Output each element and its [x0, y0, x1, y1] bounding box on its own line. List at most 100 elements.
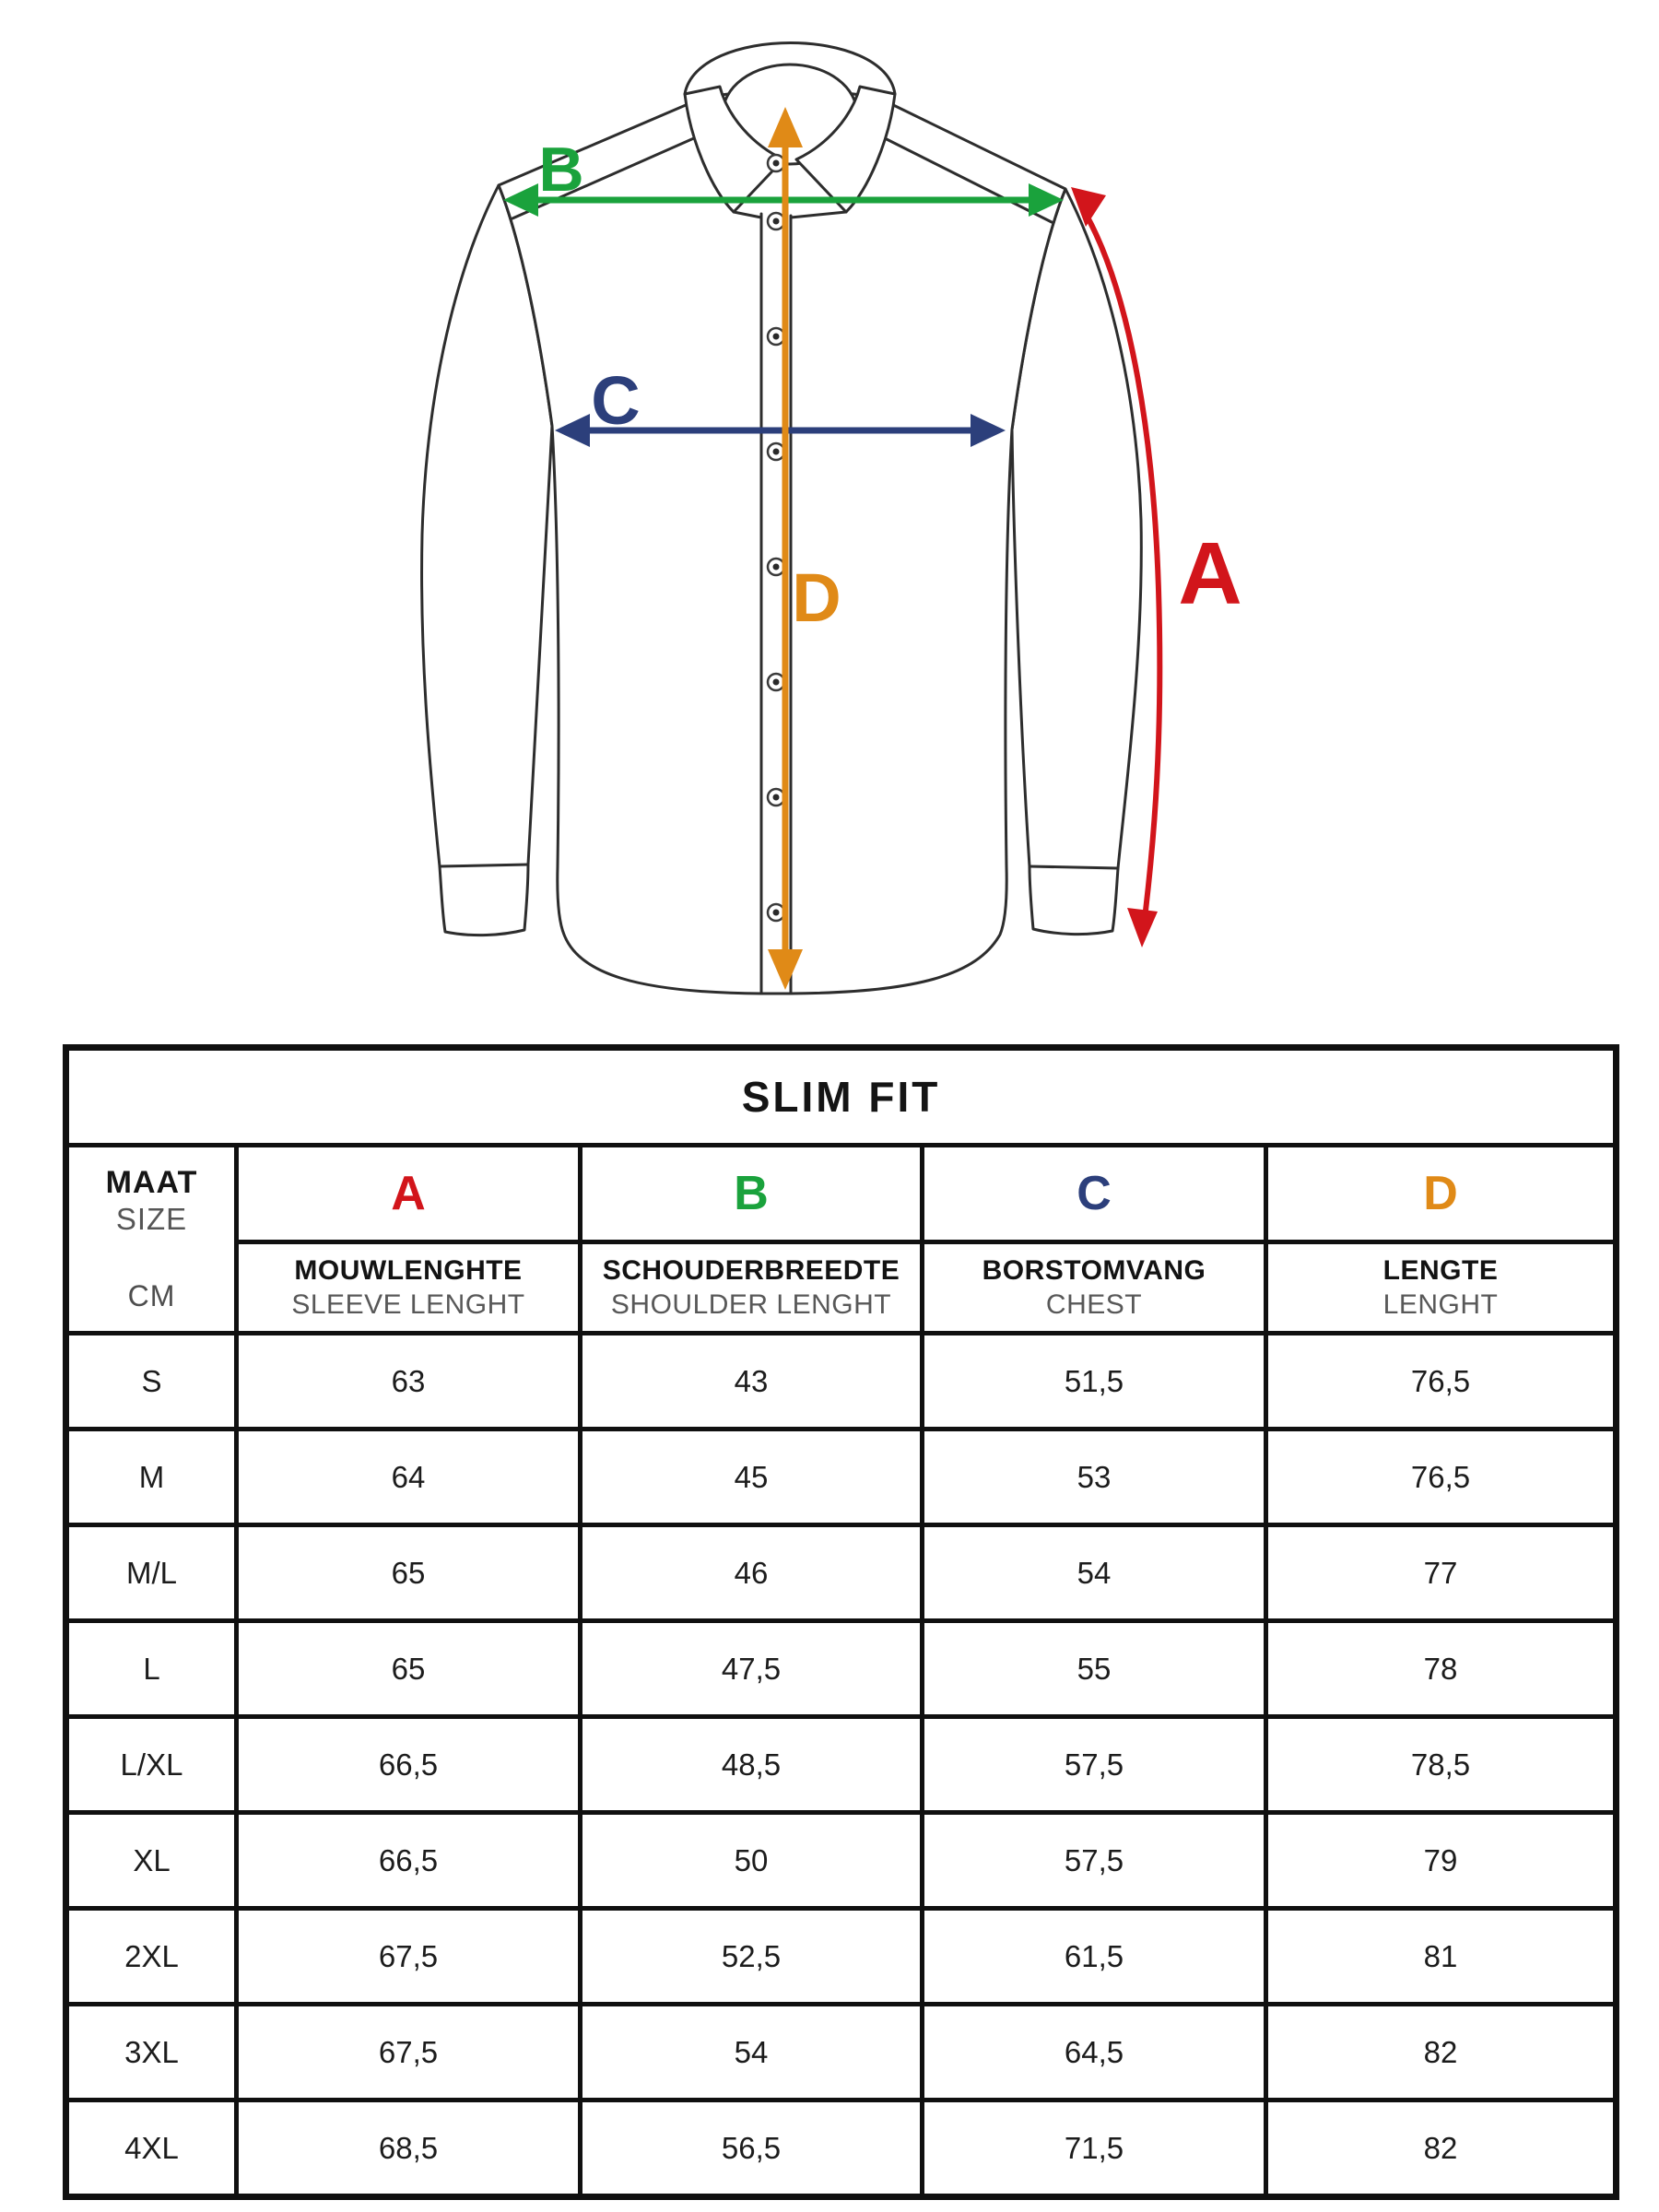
measurement-value: 52,5 [578, 1906, 924, 2006]
shirt-button [766, 153, 786, 173]
length-arrow [768, 107, 803, 990]
measurement-value: 67,5 [234, 1906, 582, 2006]
measurement-value: 76,5 [1263, 1331, 1619, 1431]
table-row: 2XL 67,5 52,5 61,5 81 [64, 1906, 1619, 2006]
shirt-measurement-diagram: B C D A [420, 41, 1242, 995]
column-name-nl: BORSTOMVANG [982, 1254, 1206, 1286]
shirt-outline [420, 41, 1143, 995]
size-label: L/XL [64, 1714, 239, 1815]
size-label: M/L [64, 1523, 239, 1623]
column-letter-c: C [920, 1143, 1268, 1244]
measurement-value: 47,5 [578, 1618, 924, 1719]
label-c: C [591, 362, 640, 439]
measurement-value: 82 [1263, 2002, 1619, 2102]
table-row: L 65 47,5 55 78 [64, 1618, 1619, 1719]
shirt-button [766, 211, 786, 231]
measurement-value: 82 [1263, 2098, 1619, 2199]
size-label: L [64, 1618, 239, 1719]
table-row: 3XL 67,5 54 64,5 82 [64, 2002, 1619, 2102]
measurement-value: 67,5 [234, 2002, 582, 2102]
shirt-button [766, 672, 786, 692]
title-row: SLIM FIT [63, 1045, 1619, 1147]
measurement-value: 79 [1263, 1810, 1619, 1911]
sleeve-length-arrow [1071, 187, 1163, 947]
table-row: L/XL 66,5 48,5 57,5 78,5 [64, 1714, 1619, 1815]
column-name-en: LENGHT [1382, 1289, 1499, 1320]
measurement-value: 63 [234, 1331, 582, 1431]
measurement-value: 66,5 [234, 1810, 582, 1911]
column-letter-row: MAAT SIZE CM A B C D [64, 1143, 1619, 1335]
column-name-nl: SCHOUDERBREEDTE [602, 1254, 900, 1286]
column-name-nl: MOUWLENGHTE [294, 1254, 523, 1286]
measurement-value: 65 [234, 1618, 582, 1719]
column-header-chest: BORSTOMVANG CHEST [920, 1240, 1268, 1335]
size-label: 3XL [64, 2002, 239, 2102]
label-a: A [1178, 524, 1241, 623]
measurement-value: 78 [1263, 1618, 1619, 1719]
table-row: 4XL 68,5 56,5 71,5 82 [64, 2098, 1619, 2199]
measurement-value: 71,5 [920, 2098, 1268, 2199]
measurement-value: 55 [920, 1618, 1268, 1719]
column-header-length: LENGTE LENGHT [1263, 1240, 1619, 1335]
measurement-value: 78,5 [1263, 1714, 1619, 1815]
label-b: B [538, 135, 583, 205]
column-name-en: SLEEVE LENGHT [291, 1289, 525, 1320]
measurement-value: 51,5 [920, 1331, 1268, 1431]
table-row: S 63 43 51,5 76,5 [64, 1331, 1619, 1431]
measurement-value: 64 [234, 1427, 582, 1527]
measurement-value: 61,5 [920, 1906, 1268, 2006]
measurement-value: 56,5 [578, 2098, 924, 2199]
measurement-value: 50 [578, 1810, 924, 1911]
measurement-value: 45 [578, 1427, 924, 1527]
table-row: XL 66,5 50 57,5 79 [64, 1810, 1619, 1911]
table-header-rows: SLIM FIT MAAT SIZE CM A B C D MOUWLENGHT… [63, 1045, 1619, 1335]
measurement-value: 57,5 [920, 1714, 1268, 1815]
column-header-shoulder: SCHOUDERBREEDTE SHOULDER LENGHT [578, 1240, 924, 1335]
size-label: 4XL [64, 2098, 239, 2199]
label-d: D [792, 559, 841, 636]
shirt-button [766, 326, 786, 347]
measurement-value: 46 [578, 1523, 924, 1623]
column-name-nl: LENGTE [1382, 1254, 1499, 1286]
column-name-en: SHOULDER LENGHT [610, 1289, 892, 1320]
unit-label: CM [127, 1278, 176, 1312]
measurement-value: 54 [578, 2002, 924, 2102]
shirt-button [766, 902, 786, 923]
measurement-value: 57,5 [920, 1810, 1268, 1911]
size-label: SIZE [115, 1201, 188, 1236]
column-letter-a: A [234, 1143, 582, 1244]
measurement-value: 81 [1263, 1906, 1619, 2006]
size-label: 2XL [64, 1906, 239, 2006]
maat-label: MAAT [105, 1165, 198, 1201]
measurement-value: 76,5 [1263, 1427, 1619, 1527]
measurement-value: 43 [578, 1331, 924, 1431]
column-letter-d: D [1263, 1143, 1619, 1244]
table-row: M 64 45 53 76,5 [64, 1427, 1619, 1527]
size-rows: S 63 43 51,5 76,5 M 64 45 53 76,5 M/L 65 46 54 77 L 65 47… [64, 1331, 1619, 2199]
size-label: M [64, 1427, 239, 1527]
shirt-button [766, 441, 786, 462]
column-description-row: MOUWLENGHTE SLEEVE LENGHT SCHOUDERBREEDT… [66, 1240, 1619, 1335]
measurement-value: 53 [920, 1427, 1268, 1527]
size-header-text: MAAT SIZE CM [70, 1165, 233, 1313]
measurement-value: 65 [234, 1523, 582, 1623]
measurement-value: 54 [920, 1523, 1268, 1623]
table-title: SLIM FIT [63, 1045, 1619, 1147]
measurement-value: 64,5 [920, 2002, 1268, 2102]
column-name-en: CHEST [1045, 1289, 1143, 1320]
measurement-value: 68,5 [234, 2098, 582, 2199]
shirt-button [766, 787, 786, 807]
column-letter-b: B [578, 1143, 924, 1244]
table-row: M/L 65 46 54 77 [64, 1523, 1619, 1623]
size-table: SLIM FIT MAAT SIZE CM A B C D MOUWLENGHT… [63, 1044, 1620, 2200]
size-header-cell: MAAT SIZE CM [64, 1143, 239, 1335]
measurement-value: 66,5 [234, 1714, 582, 1815]
measurement-value: 48,5 [578, 1714, 924, 1815]
chest-width-arrow [555, 414, 1006, 447]
measurement-value: 77 [1263, 1523, 1619, 1623]
shirt-button [766, 557, 786, 577]
column-header-sleeve: MOUWLENGHTE SLEEVE LENGHT [234, 1240, 582, 1335]
size-label: XL [64, 1810, 239, 1911]
